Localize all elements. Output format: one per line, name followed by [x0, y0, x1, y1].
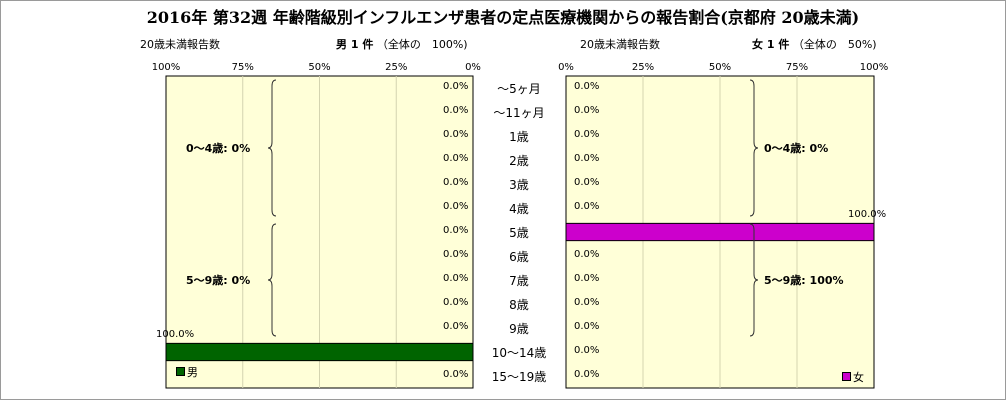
age-category-label: 2歳	[509, 154, 529, 168]
age-category-label: 8歳	[509, 298, 529, 312]
male-tick-label: 25%	[385, 62, 408, 73]
female-value-label: 0.0%	[574, 369, 600, 380]
age-category-label: 4歳	[509, 202, 529, 216]
male-value-label: 0.0%	[443, 129, 469, 140]
age-category-label: 9歳	[509, 322, 529, 336]
female-tick-label: 0%	[558, 62, 574, 73]
female-tick-label: 75%	[785, 62, 809, 73]
male-tick-label: 50%	[308, 62, 331, 73]
female-value-label: 0.0%	[574, 345, 600, 356]
female-legend-swatch	[842, 372, 851, 381]
male-value-label: 0.0%	[443, 225, 469, 236]
female-header-share: （全体の 50%)	[792, 38, 877, 51]
male-tick-label: 100%	[151, 62, 181, 73]
female-bar	[565, 222, 875, 242]
male-value-label: 0.0%	[443, 81, 469, 92]
age-category-label: ～5ヶ月	[497, 82, 541, 96]
age-category-label: 7歳	[509, 274, 529, 288]
age-category-label: 6歳	[509, 250, 529, 264]
female-tick-label: 50%	[708, 62, 732, 73]
age-category-label: 10～14歳	[491, 346, 547, 360]
male-value-label: 0.0%	[443, 153, 469, 164]
female-header: 女 1 件 （全体の 50%)	[752, 36, 877, 52]
male-header-title: 男 1 件	[336, 38, 374, 51]
male-value-label: 0.0%	[443, 201, 469, 212]
male-value-label: 0.0%	[443, 249, 469, 260]
female-legend-text: 女	[853, 371, 864, 384]
female-tick-label: 100%	[859, 62, 889, 73]
male-bar	[165, 342, 474, 362]
female-value-label: 0.0%	[574, 105, 600, 116]
male-value-label: 0.0%	[443, 297, 469, 308]
male-group-brace	[267, 79, 277, 217]
female-value-label: 100.0%	[848, 209, 887, 221]
female-value-label: 0.0%	[574, 129, 600, 140]
female-value-label: 0.0%	[574, 273, 600, 284]
female-legend: 女	[842, 369, 864, 385]
female-header-title: 女 1 件	[752, 38, 790, 51]
female-group-label: 5～9歳: 100%	[764, 274, 844, 287]
male-value-label: 0.0%	[443, 369, 469, 380]
male-group-label: 5～9歳: 0%	[186, 274, 251, 287]
male-value-label: 0.0%	[443, 177, 469, 188]
female-value-label: 0.0%	[574, 81, 600, 92]
age-category-label: 5歳	[509, 226, 529, 240]
male-header-share: （全体の 100%)	[376, 38, 468, 51]
female-group-label: 0～4歳: 0%	[764, 142, 829, 155]
age-category-label: 3歳	[509, 178, 529, 192]
male-header: 男 1 件 （全体の 100%)	[336, 36, 468, 52]
male-legend: 男	[176, 364, 198, 380]
female-group-brace	[749, 79, 759, 217]
female-value-label: 0.0%	[574, 297, 600, 308]
female-value-label: 0.0%	[574, 177, 600, 188]
male-group-label: 0～4歳: 0%	[186, 142, 251, 155]
male-tick-label: 0%	[465, 62, 481, 73]
age-category-label: 1歳	[509, 130, 529, 144]
chart-title: 2016年 第32週 年齢階級別インフルエンザ患者の定点医療機関からの報告割合(…	[146, 8, 860, 27]
female-value-label: 0.0%	[574, 321, 600, 332]
male-value-label: 0.0%	[443, 105, 469, 116]
male-legend-swatch	[176, 367, 185, 376]
female-header-left: 20歳未満報告数	[580, 38, 660, 51]
age-category-label: ～11ヶ月	[493, 106, 545, 120]
female-value-label: 0.0%	[574, 249, 600, 260]
male-header-left: 20歳未満報告数	[140, 38, 220, 51]
male-group-brace	[267, 223, 277, 337]
female-value-label: 0.0%	[574, 201, 600, 212]
female-group-brace	[749, 223, 759, 337]
age-category-label: 15～19歳	[491, 370, 547, 384]
male-value-label: 0.0%	[443, 273, 469, 284]
male-value-label: 0.0%	[443, 321, 469, 332]
male-legend-text: 男	[187, 366, 198, 379]
female-value-label: 0.0%	[574, 153, 600, 164]
male-value-label: 100.0%	[156, 329, 195, 341]
male-tick-label: 75%	[231, 62, 254, 73]
female-tick-label: 25%	[631, 62, 655, 73]
